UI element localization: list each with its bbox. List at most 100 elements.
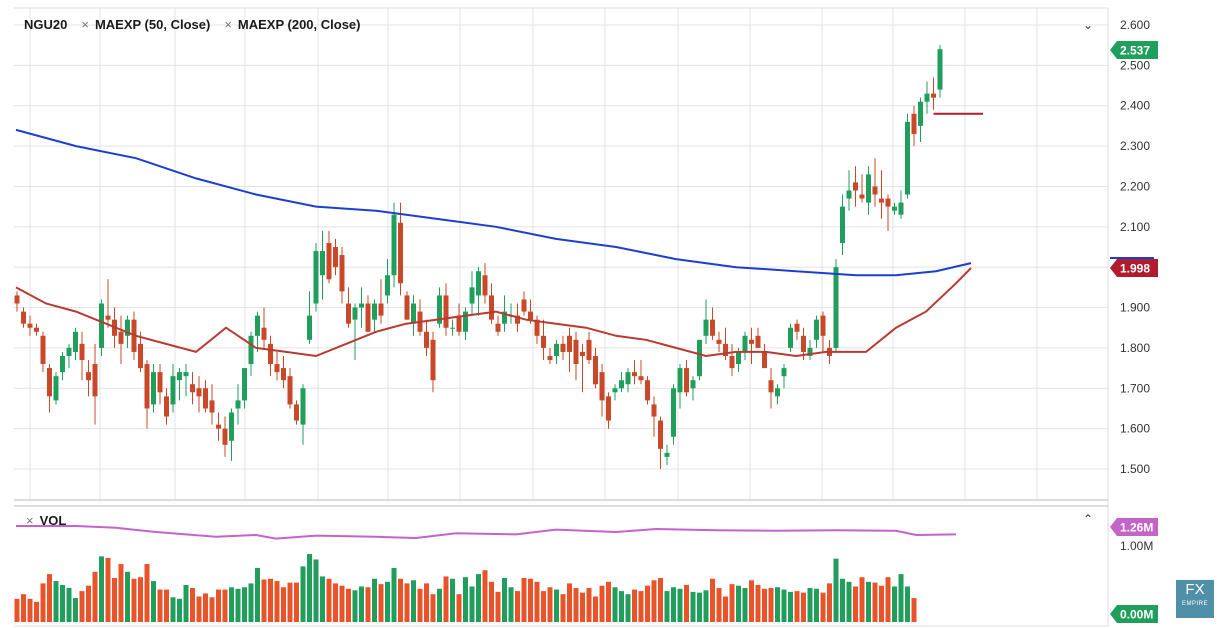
volume-zero-badge-shape <box>1110 605 1158 623</box>
candle-body <box>833 267 839 348</box>
chevron-up-icon[interactable]: ⌃ <box>1083 512 1094 526</box>
candle-body <box>794 323 800 332</box>
candle-body <box>840 206 845 243</box>
volume-bar <box>697 592 702 622</box>
candle-body <box>846 190 852 199</box>
candle-body <box>892 206 897 211</box>
price-tick-label: 1.500 <box>1120 462 1150 476</box>
volume-bar <box>138 577 143 622</box>
volume-bar <box>112 577 117 622</box>
volume-bar <box>164 589 169 622</box>
candle-body <box>593 355 598 385</box>
volume-bar <box>580 592 585 622</box>
volume-bar <box>794 591 800 622</box>
volume-zero-badge: 0.00M <box>1110 605 1158 623</box>
candle-body <box>333 247 338 268</box>
volume-bar <box>177 598 182 622</box>
candle-body <box>92 364 98 397</box>
price-tick-label: 2.100 <box>1120 220 1150 234</box>
volume-bar <box>79 591 85 622</box>
volume-bar <box>196 596 202 622</box>
volume-bar <box>105 557 111 622</box>
candle-body <box>658 420 663 449</box>
candle-body <box>430 339 436 381</box>
candle-body <box>788 327 793 348</box>
candle-body <box>183 372 189 377</box>
volume-bar <box>736 585 741 622</box>
candle-body <box>21 311 26 324</box>
volume-bar <box>833 558 839 622</box>
candle-body <box>287 376 293 405</box>
candle-body <box>105 315 111 320</box>
volume-bar <box>170 597 176 622</box>
volume-bar <box>222 589 228 622</box>
candle-body <box>697 339 702 377</box>
volume-bar <box>378 584 384 622</box>
price-tick-label: 1.800 <box>1120 341 1150 355</box>
candle-body <box>541 335 546 348</box>
volume-bar <box>495 591 501 622</box>
ma-value-badge: 1.998 <box>1110 259 1158 277</box>
volume-bar <box>86 585 91 622</box>
volume-bar <box>281 587 286 622</box>
candle-body <box>86 372 91 381</box>
candle-body <box>853 182 858 191</box>
close-icon[interactable]: × <box>81 17 89 32</box>
logo-bottom: EMPIRE <box>1181 601 1208 607</box>
fx-empire-logo: FX EMPIRE <box>1176 580 1214 618</box>
chevron-down-icon[interactable]: ⌄ <box>1083 18 1094 32</box>
price-tick-label: 2.500 <box>1120 58 1150 72</box>
candle-body <box>274 364 280 373</box>
volume-bar <box>671 587 676 622</box>
volume-bar <box>846 581 852 622</box>
volume-bar <box>508 587 514 622</box>
volume-bar <box>333 583 338 622</box>
candle-body <box>144 364 150 409</box>
volume-bar <box>515 591 520 622</box>
candle-body <box>222 428 228 445</box>
candle-body <box>586 339 592 361</box>
candle-body <box>755 335 761 348</box>
candle-body <box>14 295 20 304</box>
volume-ma-line <box>16 525 957 540</box>
volume-bar <box>801 592 806 622</box>
volume-bar <box>599 585 605 622</box>
candle-body <box>261 327 267 340</box>
volume-bar <box>118 564 124 622</box>
candle-body <box>40 335 46 365</box>
volume-bar <box>560 594 566 622</box>
volume-bar <box>34 601 39 622</box>
candle-body <box>729 355 735 369</box>
volume-bar <box>151 581 156 622</box>
candle-body <box>138 343 143 369</box>
candle-body <box>203 388 208 409</box>
close-icon[interactable]: × <box>26 513 34 528</box>
candle-body <box>749 339 754 344</box>
candle-body <box>242 368 247 401</box>
volume-ma-badge-text: 1.26M <box>1120 521 1153 535</box>
volume-bar <box>424 583 429 622</box>
candle-body <box>937 49 943 90</box>
volume-bar <box>534 581 540 622</box>
candle-body <box>703 319 709 336</box>
close-icon[interactable]: × <box>224 17 232 32</box>
candle-body <box>502 311 507 324</box>
volume-bar <box>209 597 215 622</box>
volume-bar <box>229 587 234 622</box>
candle-body <box>476 271 481 296</box>
volume-bar <box>92 571 98 622</box>
candle-body <box>482 275 488 296</box>
volume-bar <box>99 556 104 622</box>
volume-bar <box>742 588 748 622</box>
candle-body <box>651 404 657 417</box>
candle-body <box>918 101 923 126</box>
candle-body <box>489 295 494 320</box>
volume-legend[interactable]: × VOL <box>26 513 66 528</box>
legend-ma50[interactable]: × MAEXP (50, Close) <box>81 17 210 32</box>
volume-bar <box>911 598 917 622</box>
legend-ma200[interactable]: × MAEXP (200, Close) <box>224 17 360 32</box>
ma50-line <box>15 267 972 358</box>
legend-symbol: NGU20 <box>24 17 68 32</box>
volume-bar <box>703 590 709 622</box>
